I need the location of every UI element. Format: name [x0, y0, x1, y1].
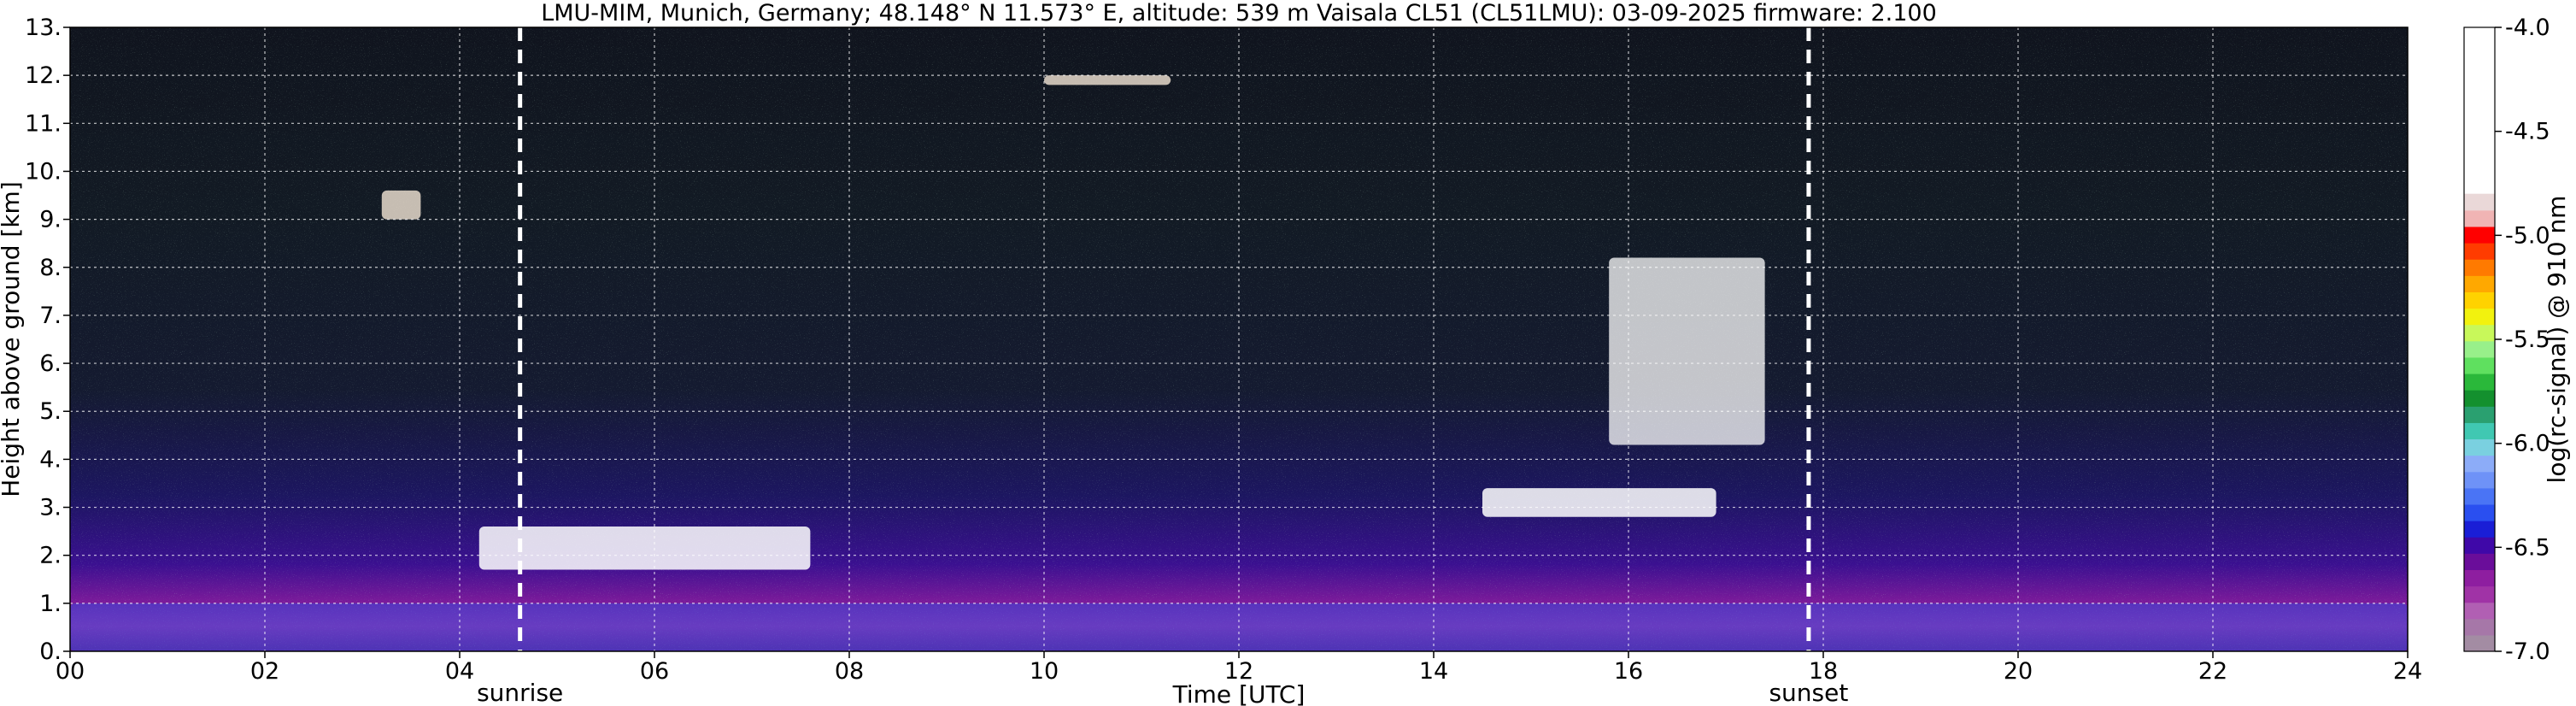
colorbar-segment [2464, 356, 2495, 374]
y-tick-label: 13. [25, 15, 62, 41]
x-axis-label: Time [UTC] [1172, 680, 1306, 706]
colorbar-segment [2464, 308, 2495, 326]
x-tick-label: 06 [640, 658, 669, 685]
y-tick-label: 3. [39, 495, 62, 521]
marker-label-sunset: sunset [1769, 679, 1848, 706]
y-tick-label: 5. [39, 398, 62, 425]
x-tick-label: 12 [1224, 658, 1253, 685]
x-tick-label: 18 [1809, 658, 1838, 685]
colorbar-segment [2464, 193, 2495, 211]
colorbar-segment [2464, 569, 2495, 587]
grid [70, 27, 2408, 651]
x-tick-label: 16 [1614, 658, 1643, 685]
colorbar-segment [2464, 259, 2495, 276]
chart-title: LMU-MIM, Munich, Germany; 48.148° N 11.5… [541, 0, 1937, 26]
colorbar-tick-label: -6.5 [2505, 534, 2550, 561]
plot-area [69, 26, 2409, 652]
colorbar-segment [2464, 406, 2495, 423]
sun-markers [518, 27, 1811, 651]
colorbar-segment [2464, 618, 2495, 636]
colorbar-segment [2464, 243, 2495, 260]
feature-high-clouds-3 [1609, 257, 1765, 445]
colorbar-segment [2464, 275, 2495, 292]
colorbar-segment [2464, 471, 2495, 489]
colorbar-tick-label: -6.0 [2505, 431, 2550, 457]
marker-label-sunrise: sunrise [477, 679, 563, 706]
colorbar-segment [2464, 455, 2495, 473]
y-tick-label: 10. [25, 158, 62, 185]
x-tick-label: 08 [835, 658, 864, 685]
x-tick-label: 22 [2198, 658, 2227, 685]
colorbar-segment [2464, 226, 2495, 244]
y-tick-label: 1. [39, 591, 62, 617]
colorbar-segment [2464, 585, 2495, 603]
feature-cirrus-5 [381, 190, 421, 220]
feature-low-clouds-1 [478, 527, 811, 570]
colorbar-segment [2464, 324, 2495, 342]
colorbar-segment [2464, 422, 2495, 440]
colorbar-segment [2464, 602, 2495, 620]
y-tick-label: 12. [25, 62, 62, 89]
y-tick-label: 9. [39, 207, 62, 233]
x-tick-label: 10 [1030, 658, 1059, 685]
y-tick-label: 6. [39, 350, 62, 377]
colorbar-segment [2464, 340, 2495, 358]
colorbar-segment [2464, 521, 2495, 538]
colorbar-tick-label: -4.5 [2505, 119, 2550, 145]
colorbar-tick-label: -4.0 [2505, 15, 2550, 41]
colorbar-segment [2464, 503, 2495, 521]
colorbar-segment [2464, 291, 2495, 309]
x-tick-label: 20 [2004, 658, 2033, 685]
y-tick-label: 4. [39, 446, 62, 473]
colorbar-segment [2464, 438, 2495, 456]
y-tick-label: 8. [39, 255, 62, 281]
x-tick-label: 24 [2393, 658, 2422, 685]
colorbar-segment [2464, 487, 2495, 505]
feature-cirrus-4 [1044, 75, 1171, 85]
y-tick-label: 11. [25, 110, 62, 137]
y-tick-label: 7. [39, 303, 62, 329]
colorbar-segment [2464, 390, 2495, 407]
colorbar: -4.0 -4.5 -5.0 -5.5 -6.0 -6.5 -7.0 [2463, 15, 2550, 665]
colorbar-segment [2464, 634, 2495, 652]
colorbar-label: log(rc-signal) @ 910 nm [2543, 196, 2571, 484]
colorbar-segment [2464, 373, 2495, 391]
feature-clouds-2 [1482, 488, 1716, 517]
colorbar-tick-label: -5.5 [2505, 327, 2550, 353]
x-tick-label: 02 [250, 658, 279, 685]
colorbar-segment [2464, 537, 2495, 554]
x-axis-ticks: 00 02 04 06 08 10 12 14 16 18 20 22 24 [56, 651, 2422, 685]
x-tick-label: 00 [56, 658, 85, 685]
colorbar-tick-label: -7.0 [2505, 638, 2550, 665]
colorbar-tick-label: -5.0 [2505, 222, 2550, 249]
x-tick-label: 14 [1419, 658, 1448, 685]
colorbar-segment [2464, 209, 2495, 227]
x-tick-label: 04 [445, 658, 474, 685]
colorbar-segment [2464, 553, 2495, 571]
y-axis-ticks: 0. 1. 2. 3. 4. 5. 6. 7. 8. 9. 10. 11. 12. 13. [25, 15, 70, 665]
colorbar-segment [2464, 27, 2495, 194]
y-tick-label: 2. [39, 543, 62, 569]
y-tick-label: 0. [39, 638, 62, 665]
y-axis-label: Height above ground [km] [0, 181, 25, 497]
